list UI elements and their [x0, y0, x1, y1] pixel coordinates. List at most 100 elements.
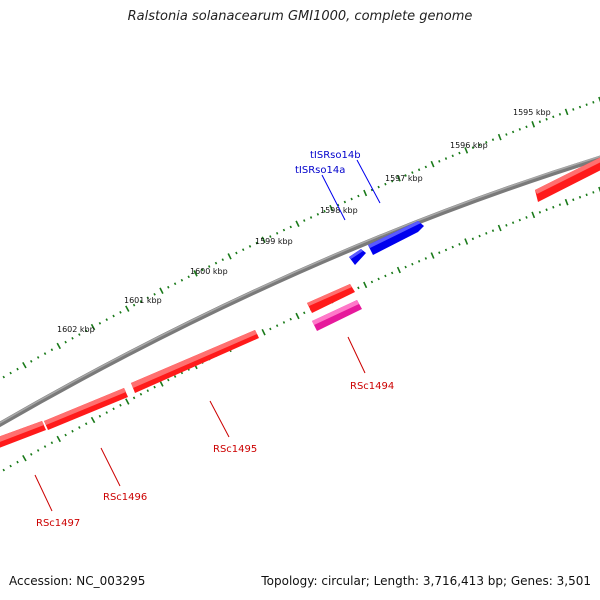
outer-track-minor-tick [98, 322, 102, 325]
feature-RSc1494[interactable] [307, 284, 355, 313]
inner-track-minor-tick [43, 445, 47, 448]
outer-track-minor-tick [343, 200, 347, 204]
inner-track-minor-tick [64, 433, 67, 437]
outer-track-minor-tick [303, 219, 306, 222]
outer-track-minor-tick [485, 141, 488, 144]
inner-track-major-tick [295, 312, 300, 320]
inner-track-major-tick [564, 198, 569, 206]
outer-track-minor-tick [241, 248, 245, 252]
inner-track-minor-tick [411, 262, 414, 266]
outer-track-major-tick [531, 121, 536, 128]
feature-upper-right[interactable] [535, 155, 600, 202]
inner-track-major-tick [464, 238, 469, 245]
inner-track-minor-tick [538, 211, 542, 214]
inner-track-major-tick [497, 224, 502, 232]
inner-track-minor-tick [471, 237, 475, 241]
inner-track-minor-tick [16, 460, 19, 464]
outer-track-minor-tick [370, 188, 374, 192]
outer-track-minor-tick [323, 209, 326, 213]
genome-summary-text: Topology: circular; Length: 3,716,413 bp… [261, 574, 591, 588]
outer-track-minor-tick [282, 228, 286, 232]
outer-track-minor-tick [43, 352, 47, 355]
outer-track-minor-tick [30, 359, 33, 363]
outer-track-minor-tick [9, 371, 12, 375]
outer-track-major-tick [396, 175, 401, 182]
outer-track-minor-tick [173, 282, 177, 286]
inner-track-minor-tick [478, 234, 481, 238]
outer-track-minor-tick [350, 197, 353, 201]
inner-track-minor-tick [153, 385, 156, 389]
feature-RSc1495[interactable] [131, 330, 259, 393]
inner-track-minor-tick [384, 274, 387, 278]
outer-track-minor-tick [64, 340, 67, 344]
outer-track-minor-tick [592, 101, 595, 104]
label-tISRso14a: tISRso14a [295, 165, 345, 176]
outer-track-major-tick [430, 160, 435, 168]
outer-track-minor-tick [2, 375, 5, 379]
outer-dotted-track [2, 96, 600, 379]
outer-track-minor-tick [187, 275, 190, 279]
inner-track-minor-tick [458, 242, 461, 246]
outer-track-major-tick [497, 133, 502, 141]
outer-track-minor-tick [289, 225, 292, 229]
outer-track-major-tick [295, 220, 300, 227]
outer-track-minor-tick [235, 251, 238, 255]
outer-track-minor-tick [390, 179, 394, 183]
inner-track-minor-tick [50, 441, 54, 445]
label-tISRso14b: tISRso14b [310, 150, 361, 161]
outer-track-minor-tick [478, 143, 481, 147]
feature-RSc1496[interactable] [44, 388, 128, 430]
inner-track-minor-tick [282, 321, 286, 324]
scale-label: 1597 kbp [385, 174, 423, 183]
inner-track-major-tick [56, 435, 61, 443]
inner-track-minor-tick [585, 193, 588, 197]
outer-track-minor-tick [585, 103, 588, 106]
inner-track-minor-tick [9, 464, 12, 468]
outer-track-minor-tick [201, 268, 204, 272]
outer-track-major-tick [125, 305, 130, 312]
feature-RSc1494-misc[interactable] [312, 300, 362, 331]
outer-track-minor-tick [511, 130, 515, 134]
outer-track-minor-tick [491, 138, 495, 141]
outer-track-minor-tick [444, 157, 448, 160]
outer-track-major-tick [363, 189, 368, 197]
outer-track-minor-tick [458, 151, 461, 155]
inner-track-major-tick [22, 455, 27, 462]
outer-track-minor-tick [309, 216, 313, 219]
map-title: Ralstonia solanacearum GMI1000, complete… [127, 9, 473, 24]
inner-track-minor-tick [78, 426, 81, 429]
outer-track-minor-tick [411, 171, 414, 174]
outer-track-minor-tick [578, 105, 582, 109]
outer-track-minor-tick [78, 333, 81, 336]
inner-track-minor-tick [525, 216, 528, 219]
inner-track-minor-tick [451, 245, 454, 249]
outer-track-major-tick [261, 236, 266, 244]
outer-track-minor-tick [255, 241, 259, 245]
outer-track-minor-tick [214, 261, 218, 265]
outer-track-minor-tick [207, 265, 211, 268]
inner-track-minor-tick [275, 324, 279, 328]
outer-track-major-tick [159, 287, 164, 294]
outer-track-minor-tick [248, 245, 252, 248]
scale-label: 1599 kbp [255, 237, 293, 246]
scale-labels: 1595 kbp 1596 kbp 1597 kbp 1598 kbp 1599 kbp… [57, 108, 551, 334]
inner-track-minor-tick [112, 407, 115, 411]
inner-track-minor-tick [303, 311, 306, 315]
inner-track-major-tick [598, 186, 600, 193]
outer-track-minor-tick [438, 160, 441, 163]
inner-track-minor-tick [71, 429, 74, 433]
feature-tISRso14b[interactable] [368, 221, 424, 255]
inner-track-minor-tick [377, 277, 380, 281]
feature-RSc1497[interactable] [0, 421, 46, 448]
inner-track-minor-tick [390, 271, 394, 275]
feature-tISRso14a[interactable] [349, 249, 366, 265]
inner-track-minor-tick [173, 375, 177, 378]
scale-label: 1601 kbp [124, 296, 162, 305]
inner-track-minor-tick [139, 392, 143, 396]
leader-tISRso14b [356, 159, 381, 204]
inner-track-minor-tick [485, 232, 488, 235]
inner-track-minor-tick [491, 229, 495, 232]
inner-track-minor-tick [552, 205, 555, 209]
outer-track-major-tick [22, 362, 27, 369]
outer-track-minor-tick [119, 310, 122, 314]
